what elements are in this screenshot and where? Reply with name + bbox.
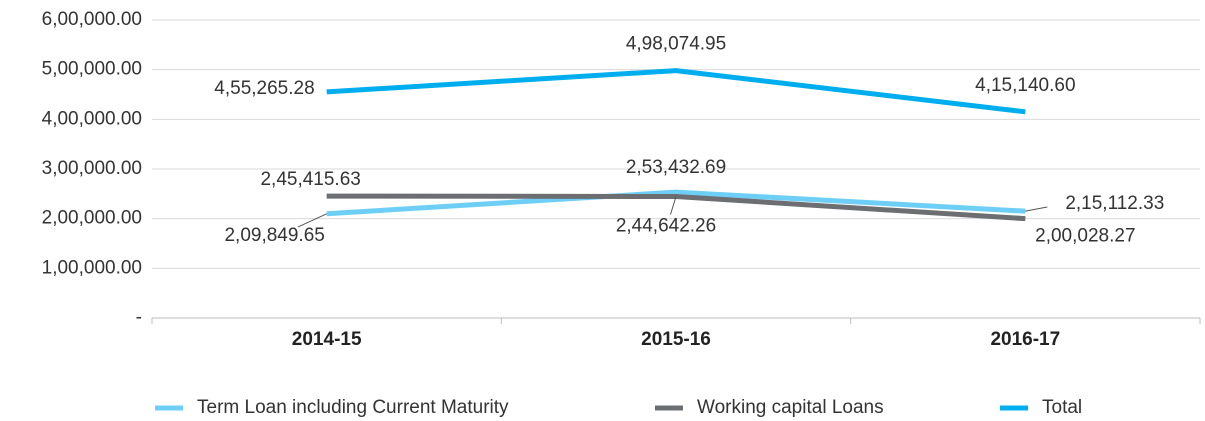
x-tick-label: 2014-15: [292, 329, 362, 350]
y-tick-label: 1,00,000.00: [42, 257, 142, 278]
x-tick-label: 2016-17: [990, 329, 1060, 350]
data-label: 2,09,849.65: [224, 225, 324, 246]
data-label: 2,44,642.26: [616, 216, 716, 237]
legend-label: Total: [1042, 397, 1082, 418]
data-label: 4,55,265.28: [214, 78, 314, 99]
legend-label: Term Loan including Current Maturity: [197, 397, 509, 418]
series-line: [326, 68, 1026, 115]
leader-line: [1025, 206, 1048, 212]
x-tick-label: 2015-16: [641, 329, 711, 350]
data-label: 4,15,140.60: [975, 75, 1075, 96]
data-label: 2,00,028.27: [1035, 226, 1135, 247]
series-line: [326, 189, 1026, 217]
data-label: 2,53,432.69: [626, 157, 726, 178]
y-tick-label: 4,00,000.00: [42, 108, 142, 129]
y-tick-label: 6,00,000.00: [42, 9, 142, 30]
y-tick-label: 3,00,000.00: [42, 158, 142, 179]
data-label: 2,45,415.63: [260, 169, 360, 190]
y-tick-label: 2,00,000.00: [42, 208, 142, 229]
y-tick-label: 5,00,000.00: [42, 59, 142, 80]
data-label: 4,98,074.95: [626, 34, 726, 55]
leader-line: [297, 213, 327, 228]
data-label: 2,15,112.33: [1065, 193, 1164, 214]
y-tick-label: -: [136, 307, 142, 328]
legend-label: Working capital Loans: [697, 397, 884, 418]
leader-line: [670, 196, 677, 215]
